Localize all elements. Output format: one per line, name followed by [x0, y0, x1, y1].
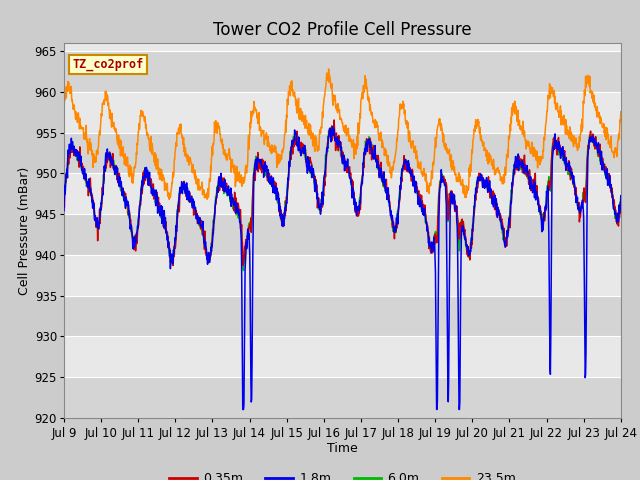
Bar [64, 92, 621, 133]
Bar [64, 336, 621, 377]
Bar [64, 51, 621, 92]
Title: Tower CO2 Profile Cell Pressure: Tower CO2 Profile Cell Pressure [213, 21, 472, 39]
Bar [64, 255, 621, 296]
Bar [64, 173, 621, 214]
X-axis label: Time: Time [327, 443, 358, 456]
Bar [64, 377, 621, 418]
Bar [64, 296, 621, 336]
Text: TZ_co2prof: TZ_co2prof [72, 58, 143, 71]
Bar [64, 214, 621, 255]
Y-axis label: Cell Pressure (mBar): Cell Pressure (mBar) [17, 166, 31, 295]
Legend: 0.35m, 1.8m, 6.0m, 23.5m: 0.35m, 1.8m, 6.0m, 23.5m [164, 467, 520, 480]
Bar [64, 133, 621, 173]
